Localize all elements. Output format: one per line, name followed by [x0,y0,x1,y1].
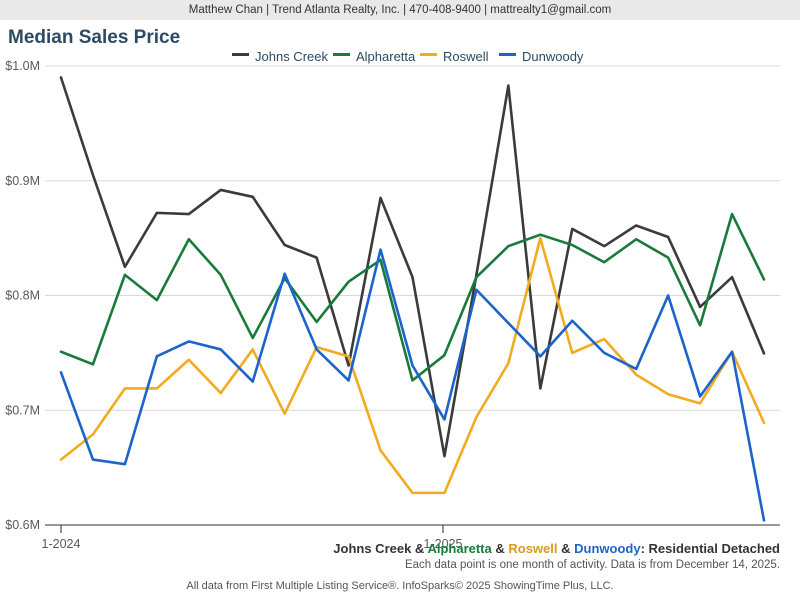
svg-text:$1.0M: $1.0M [5,59,40,73]
svg-text:$0.6M: $0.6M [5,518,40,532]
svg-text:$0.7M: $0.7M [5,403,40,417]
svg-text:$0.8M: $0.8M [5,289,40,303]
svg-text:$0.9M: $0.9M [5,174,40,188]
